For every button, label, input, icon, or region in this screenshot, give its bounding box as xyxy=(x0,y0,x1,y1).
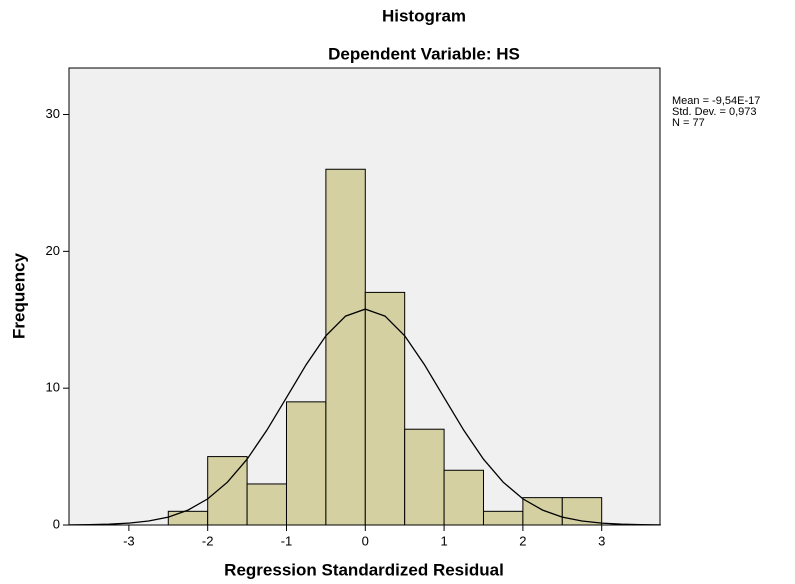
x-tick-label: 3 xyxy=(598,533,605,548)
x-tick-label: -2 xyxy=(202,533,214,548)
chart-title: Histogram xyxy=(382,6,466,25)
x-axis-label: Regression Standardized Residual xyxy=(224,560,504,579)
chart-subtitle: Dependent Variable: HS xyxy=(328,44,520,63)
bar xyxy=(246,483,287,526)
bar xyxy=(325,168,366,526)
bar xyxy=(167,510,209,526)
bar xyxy=(482,510,524,526)
x-tick-label: -3 xyxy=(123,533,135,548)
x-tick-label: -1 xyxy=(281,533,293,548)
bar xyxy=(285,401,327,526)
y-tick-label: 20 xyxy=(46,243,60,258)
stats-label: N = 77 xyxy=(672,117,705,129)
stats-label: Mean = -9,54E-17 xyxy=(672,95,760,107)
x-tick-label: 2 xyxy=(519,533,526,548)
bar xyxy=(207,456,248,526)
y-tick-label: 10 xyxy=(46,380,60,395)
x-tick-label: 0 xyxy=(362,533,369,548)
normal-curve xyxy=(69,308,661,526)
bar xyxy=(404,428,445,526)
y-axis-label: Frequency xyxy=(9,252,28,339)
bar xyxy=(364,291,406,526)
y-tick-label: 0 xyxy=(53,516,60,531)
stats-label: Std. Dev. = 0,973 xyxy=(672,106,757,118)
bar xyxy=(443,469,484,526)
x-tick-label: 1 xyxy=(440,533,447,548)
y-tick-label: 30 xyxy=(46,106,60,121)
